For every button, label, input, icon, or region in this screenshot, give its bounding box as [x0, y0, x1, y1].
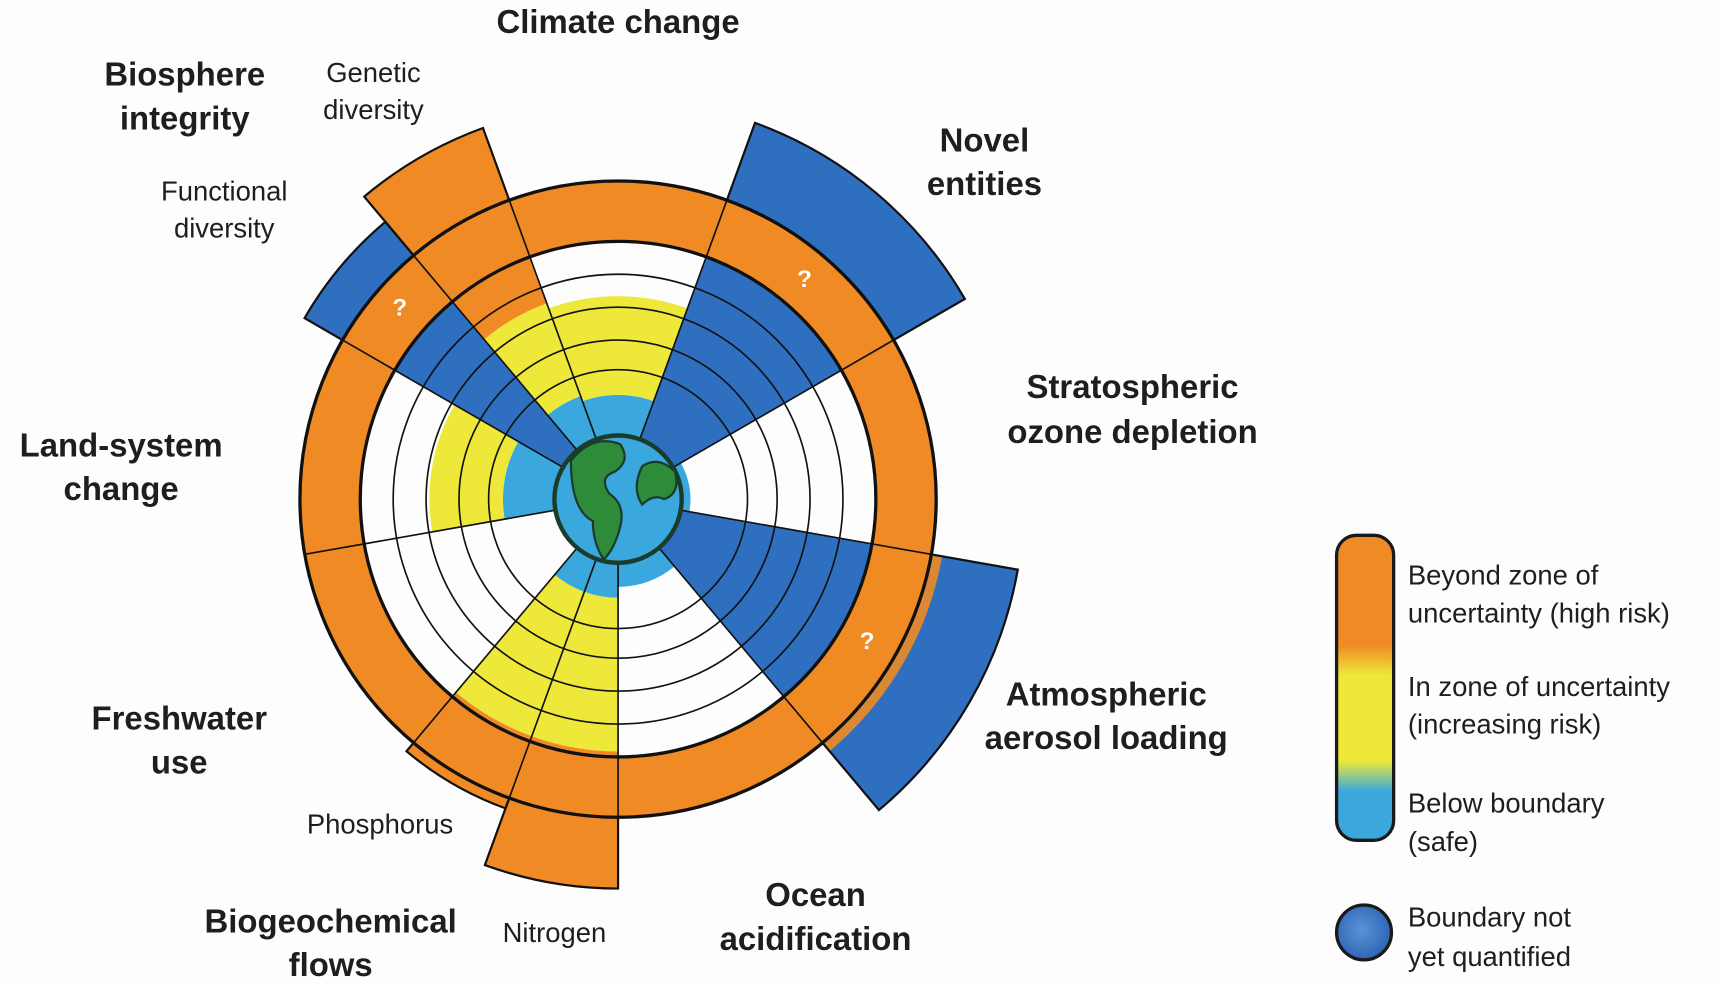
boundary-label: change — [64, 470, 179, 507]
wedge-outline — [725, 121, 967, 342]
boundary-label: Freshwater — [92, 699, 268, 736]
wedge-segment — [455, 574, 585, 737]
question-mark: ? — [860, 628, 875, 655]
wedge-segment — [582, 394, 654, 440]
legend-text: Below boundary — [1408, 787, 1605, 818]
radial-line — [508, 558, 598, 799]
radial-line — [304, 509, 556, 556]
radial-line — [508, 199, 598, 440]
boundary-label: Phosphorus — [307, 808, 453, 839]
boundary-label: Nitrogen — [503, 917, 607, 948]
legend-text: Beyond zone of — [1408, 559, 1599, 590]
continent — [635, 460, 678, 507]
continent — [569, 440, 626, 562]
legend-gradient — [1334, 533, 1396, 842]
boundary-label: Biogeochemical — [205, 902, 457, 939]
wedge-segment — [304, 221, 578, 468]
radial-line — [658, 547, 824, 744]
wedge-segment — [547, 396, 597, 451]
boundary-label: Genetic — [326, 57, 420, 88]
labels: Climate change Biosphere integrity Genetic d… — [20, 3, 1671, 983]
boundary-label: Functional — [161, 175, 287, 206]
wedge-outline — [404, 741, 511, 810]
wedge-outline — [483, 796, 620, 890]
boundary-label: Novel — [940, 121, 1030, 158]
radial-line — [412, 254, 578, 451]
boundary-label: ozone depletion — [1007, 413, 1257, 450]
boundary-label: Stratospheric — [1027, 368, 1239, 405]
legend-text: In zone of uncertainty — [1408, 671, 1670, 702]
question-mark: ? — [797, 266, 812, 293]
boundary-label: Climate change — [497, 3, 740, 40]
wedge-segment — [554, 547, 597, 592]
boundary-label: Land-system — [20, 426, 223, 463]
legend — [1334, 533, 1396, 962]
wedge-segment — [584, 558, 619, 598]
boundary-label: diversity — [174, 213, 275, 244]
boundary-wheel — [298, 121, 1020, 890]
boundary-label: use — [151, 743, 208, 780]
boundary-label: diversity — [323, 94, 424, 125]
wedge-outline — [362, 126, 511, 257]
legend-text: uncertainty (high risk) — [1408, 598, 1670, 629]
boundary-label: Biosphere — [104, 55, 265, 92]
legend-text: yet quantified — [1408, 941, 1571, 972]
legend-text: (increasing risk) — [1408, 708, 1601, 739]
radial-line — [412, 547, 578, 744]
boundary-label: acidification — [720, 920, 912, 957]
legend-text: (safe) — [1408, 826, 1478, 857]
wedge-segment — [429, 404, 519, 532]
legend-unquantified — [1334, 903, 1394, 962]
legend-text: Boundary not — [1408, 902, 1571, 933]
radial-line — [342, 339, 564, 469]
question-mark: ? — [392, 295, 407, 322]
boundary-label: aerosol loading — [985, 719, 1228, 756]
wedge-segment — [783, 543, 943, 752]
wedge-segment — [531, 591, 619, 752]
boundary-label: Ocean — [765, 876, 866, 913]
boundary-label: flows — [289, 946, 373, 983]
wedge-outline — [821, 553, 1020, 812]
wedge-segment — [618, 547, 675, 587]
radial-line — [672, 339, 894, 469]
boundary-label: integrity — [120, 99, 250, 136]
radial-line — [639, 199, 728, 440]
boundary-label: Atmospheric — [1006, 675, 1207, 712]
wedge-segment — [502, 441, 563, 520]
radial-line — [680, 509, 932, 556]
boundary-label: entities — [927, 165, 1042, 202]
